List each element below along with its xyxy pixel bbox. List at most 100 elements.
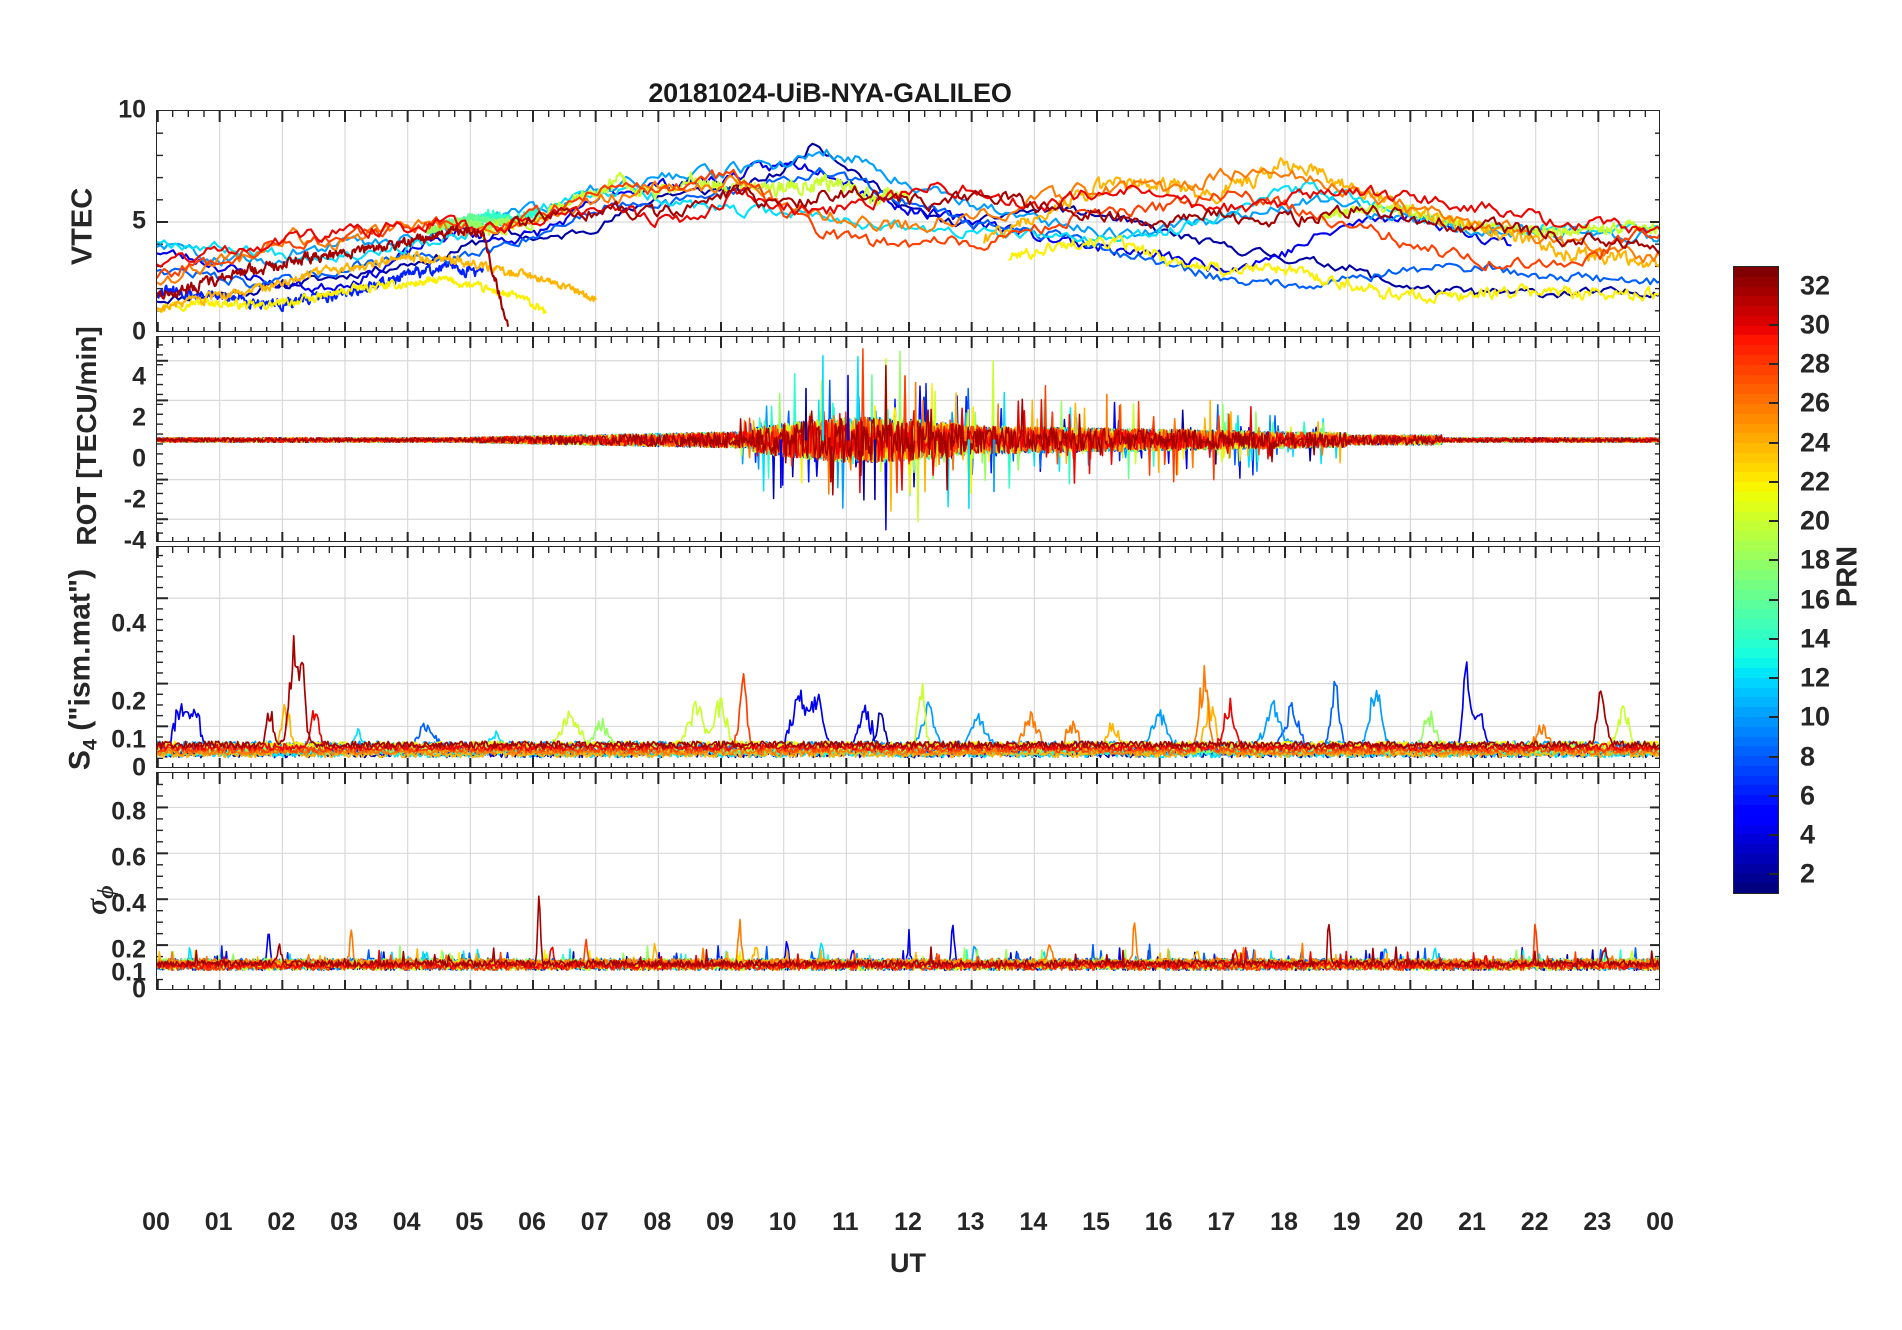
sp-ytick-04: 0.4 (111, 889, 146, 918)
colorbar-segment (1734, 697, 1778, 708)
rot-ytick-neg4: -4 (123, 526, 146, 555)
colorbar-segment (1734, 824, 1778, 835)
colorbar-segment (1734, 267, 1778, 277)
s4-series-prn-30 (157, 697, 1659, 752)
colorbar-segment (1734, 716, 1778, 727)
colorbar-tickmark (1769, 794, 1779, 797)
x-tick-22: 22 (1520, 1208, 1549, 1236)
x-tick-21: 21 (1458, 1208, 1486, 1236)
vtec-ytick-5: 5 (132, 206, 146, 235)
x-tick-12: 12 (894, 1208, 922, 1236)
colorbar-tickmark (1769, 873, 1779, 876)
x-tick-3: 03 (330, 1208, 358, 1236)
panel-rot (156, 336, 1660, 542)
colorbar-segment (1734, 863, 1778, 874)
colorbar-tick-26: 26 (1800, 387, 1831, 418)
s4-series-prn-32 (157, 634, 1659, 749)
rot-plot-area (157, 337, 1659, 541)
colorbar-segment (1734, 638, 1778, 649)
colorbar-segment (1734, 560, 1778, 571)
vtec-plot-area (157, 111, 1659, 331)
rot-spike-6 (992, 439, 996, 493)
colorbar-tickmark (1769, 323, 1779, 326)
rot-spike-7 (779, 439, 783, 489)
colorbar-tickmark (1769, 363, 1779, 366)
rot-ytick-4: 4 (132, 362, 146, 391)
rot-spike-2 (804, 387, 808, 441)
panel-sigma-phi (156, 772, 1660, 990)
s4-series-prn-8 (157, 680, 1659, 752)
colorbar-tickmark (1769, 559, 1779, 562)
x-tick-14: 14 (1019, 1208, 1048, 1236)
rot-spike-3 (967, 439, 971, 510)
x-tick-2: 02 (267, 1208, 296, 1236)
colorbar-segment (1734, 707, 1778, 717)
colorbar-segment (1734, 540, 1778, 551)
colorbar-tick-20: 20 (1800, 505, 1831, 536)
x-tick-5: 05 (455, 1208, 484, 1236)
colorbar-segment (1734, 619, 1778, 629)
colorbar-segment (1734, 325, 1778, 336)
colorbar-segment (1734, 423, 1778, 434)
sigma-phi-plot-area (157, 773, 1659, 989)
panel-s4 (156, 546, 1660, 768)
vtec-series-prn-32 (508, 184, 1659, 254)
colorbar-segment (1734, 834, 1778, 845)
colorbar-segment (1734, 531, 1778, 541)
vtec-series-prn-32 (157, 224, 509, 327)
colorbar-segment (1734, 756, 1778, 766)
colorbar-segment (1734, 580, 1778, 590)
colorbar-segment (1734, 306, 1778, 316)
x-tick-20: 20 (1395, 1208, 1424, 1236)
s4-series-prn-28 (157, 672, 1659, 754)
x-tick-17: 17 (1207, 1208, 1236, 1236)
x-tick-19: 19 (1332, 1208, 1361, 1236)
colorbar-tickmark (1769, 637, 1779, 640)
s4-plot-area (157, 547, 1659, 767)
s4-series-prn-24 (157, 697, 1659, 759)
colorbar-segment (1734, 687, 1778, 698)
colorbar-segment (1734, 462, 1778, 473)
colorbar-segment (1734, 433, 1778, 444)
colorbar-segment (1734, 785, 1778, 796)
colorbar-segment (1734, 814, 1778, 825)
panel-vtec (156, 110, 1660, 332)
colorbar-segment (1734, 599, 1778, 610)
x-tick-6: 06 (518, 1208, 546, 1236)
rot-spike-4 (873, 439, 877, 501)
colorbar[interactable] (1733, 266, 1779, 894)
s4-ytick-0: 0 (132, 753, 146, 782)
colorbar-segment (1734, 335, 1778, 346)
colorbar-tickmark (1769, 520, 1779, 523)
colorbar-tickmark (1769, 480, 1779, 483)
colorbar-segment (1734, 452, 1778, 463)
colorbar-tick-2: 2 (1800, 858, 1816, 889)
colorbar-segment (1734, 501, 1778, 512)
vtec-series-prn-2 (157, 142, 1659, 305)
x-tick-8: 08 (643, 1208, 672, 1236)
x-tick-24: 00 (1646, 1208, 1674, 1236)
colorbar-segment (1734, 736, 1778, 747)
colorbar-label: PRN (1831, 545, 1864, 608)
colorbar-segment (1734, 511, 1778, 522)
sp-ytick-08: 0.8 (111, 797, 146, 826)
vtec-ytick-10: 10 (118, 95, 146, 124)
x-tick-16: 16 (1144, 1208, 1173, 1236)
colorbar-segment (1734, 570, 1778, 580)
rot-spike-8 (1105, 393, 1108, 441)
x-tick-0: 00 (142, 1208, 170, 1236)
colorbar-segment (1734, 550, 1778, 561)
colorbar-segment (1734, 677, 1778, 688)
x-tick-23: 23 (1583, 1208, 1612, 1236)
colorbar-segment (1734, 844, 1778, 854)
colorbar-segment (1734, 345, 1778, 356)
colorbar-segment (1734, 394, 1778, 404)
colorbar-tick-30: 30 (1800, 309, 1831, 340)
sigma-phi-series-prn-32 (157, 895, 1659, 968)
colorbar-tick-12: 12 (1800, 662, 1831, 693)
colorbar-tickmark (1769, 834, 1779, 837)
colorbar-segment (1734, 374, 1778, 385)
x-tick-11: 11 (832, 1208, 859, 1236)
colorbar-segment (1734, 628, 1778, 639)
colorbar-segment (1734, 804, 1778, 815)
